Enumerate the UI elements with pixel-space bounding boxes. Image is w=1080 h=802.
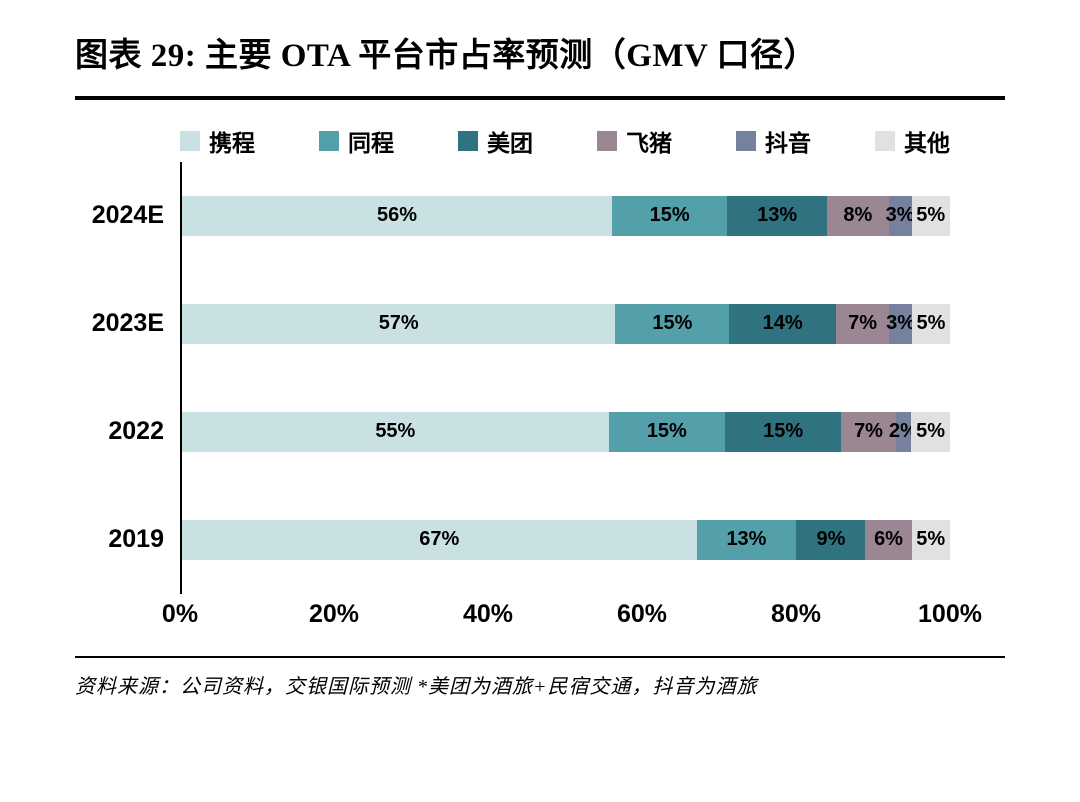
stacked-bar: 57% 15% 14% 7% 3% 5% bbox=[182, 303, 950, 344]
segment-value: 5% bbox=[916, 420, 946, 443]
bar-segment: 9% bbox=[796, 519, 866, 560]
bar-track: 57% 15% 14% 7% 3% 5% bbox=[180, 269, 950, 378]
legend-item: 其他 bbox=[875, 124, 950, 158]
segment-value: 55% bbox=[375, 420, 416, 443]
bar-segment: 5% bbox=[911, 519, 950, 560]
footer-divider bbox=[75, 655, 1005, 658]
bar-track: 55% 15% 15% 7% 2% 5% bbox=[180, 377, 950, 486]
x-tick-label: 40% bbox=[462, 599, 514, 628]
stacked-bar: 55% 15% 15% 7% 2% 5% bbox=[182, 411, 950, 452]
segment-value: 5% bbox=[916, 528, 946, 551]
legend-item: 同程 bbox=[319, 124, 394, 158]
bar-segment: 13% bbox=[696, 519, 797, 560]
legend-swatch bbox=[458, 130, 478, 151]
segment-value: 67% bbox=[419, 528, 460, 551]
bar-segment: 15% bbox=[615, 303, 730, 344]
segment-value: 57% bbox=[378, 312, 419, 335]
category-label: 2024E bbox=[91, 201, 164, 230]
legend-swatch bbox=[875, 130, 895, 151]
segment-value: 3% bbox=[886, 312, 915, 335]
segment-value: 15% bbox=[763, 420, 804, 443]
stacked-bar: 67% 13% 9% 6% 5% bbox=[182, 519, 950, 560]
legend-item: 美团 bbox=[458, 124, 533, 158]
stacked-bar: 56% 15% 13% 8% 3% 5% bbox=[182, 195, 950, 236]
chart-figure: 图表 29: 主要 OTA 平台市占率预测（GMV 口径） 携程 同程 美团 飞猪 抖音… bbox=[75, 38, 1005, 698]
bar-segment: 8% bbox=[827, 195, 889, 236]
segment-value: 7% bbox=[854, 420, 883, 443]
segment-value: 5% bbox=[916, 204, 946, 227]
chart-title: 图表 29: 主要 OTA 平台市占率预测（GMV 口径） bbox=[75, 38, 818, 74]
bar-segment: 15% bbox=[725, 411, 842, 452]
x-tick-label: 0% bbox=[161, 599, 199, 628]
bar-track: 67% 13% 9% 6% 5% bbox=[180, 485, 950, 594]
bar-segment: 3% bbox=[885, 195, 915, 236]
legend-label: 其他 bbox=[904, 130, 950, 156]
segment-value: 7% bbox=[848, 312, 877, 335]
stacked-bar-chart: 2024E 56% 15% 13% 8% 3% 5% 2023E 57% 15% 14% 7% 3% 5%… bbox=[75, 161, 950, 594]
segment-value: 15% bbox=[652, 312, 693, 335]
title-underline bbox=[75, 95, 1005, 100]
bar-segment: 14% bbox=[729, 303, 836, 344]
segment-value: 56% bbox=[377, 204, 418, 227]
legend-swatch bbox=[319, 130, 339, 151]
bar-track: 56% 15% 13% 8% 3% 5% bbox=[180, 161, 950, 270]
legend-swatch bbox=[180, 130, 200, 151]
segment-value: 2% bbox=[888, 420, 918, 443]
segment-value: 13% bbox=[726, 528, 767, 551]
bar-segment: 57% bbox=[182, 303, 616, 344]
bar-segment: 5% bbox=[911, 303, 950, 344]
bar-row: 2024E 56% 15% 13% 8% 3% 5% bbox=[75, 161, 950, 270]
legend-item: 携程 bbox=[180, 124, 255, 158]
source-note: 资料来源：公司资料，交银国际预测 *美团为酒旅+民宿交通，抖音为酒旅 bbox=[75, 675, 758, 698]
x-tick-label: 100% bbox=[918, 599, 982, 628]
segment-value: 8% bbox=[843, 204, 873, 227]
segment-value: 13% bbox=[757, 204, 798, 227]
chart-area: 携程 同程 美团 飞猪 抖音 其他 2024E 56% 15% 13% 8% 3% 5% 2023E 57… bbox=[75, 124, 982, 634]
bar-segment: 56% bbox=[182, 195, 613, 236]
bar-row: 2019 67% 13% 9% 6% 5% bbox=[75, 485, 950, 594]
bar-segment: 55% bbox=[182, 411, 609, 452]
legend-label: 抖音 bbox=[765, 130, 811, 156]
x-axis: 0% 20% 40% 60% 80% 100% bbox=[75, 598, 982, 634]
category-label: 2023E bbox=[91, 309, 164, 338]
bar-segment: 67% bbox=[182, 519, 697, 560]
legend-item: 飞猪 bbox=[597, 124, 672, 158]
legend-item: 抖音 bbox=[736, 124, 811, 158]
x-tick-label: 60% bbox=[616, 599, 668, 628]
segment-value: 15% bbox=[646, 420, 687, 443]
bar-segment: 7% bbox=[841, 411, 896, 452]
bar-segment: 5% bbox=[911, 411, 950, 452]
bar-segment: 3% bbox=[886, 303, 915, 344]
bar-segment: 5% bbox=[911, 195, 950, 236]
bar-segment: 15% bbox=[608, 411, 726, 452]
x-tick-label: 20% bbox=[308, 599, 360, 628]
chart-legend: 携程 同程 美团 飞猪 抖音 其他 bbox=[180, 124, 950, 158]
bar-segment: 6% bbox=[865, 519, 912, 560]
bar-row: 2022 55% 15% 15% 7% 2% 5% bbox=[75, 377, 950, 486]
legend-label: 同程 bbox=[348, 130, 394, 156]
bar-segment: 2% bbox=[889, 411, 918, 452]
bar-segment: 15% bbox=[612, 195, 728, 236]
legend-swatch bbox=[736, 130, 756, 151]
category-label: 2019 bbox=[108, 525, 164, 554]
bar-row: 2023E 57% 15% 14% 7% 3% 5% bbox=[75, 269, 950, 378]
x-tick-label: 80% bbox=[770, 599, 822, 628]
legend-label: 美团 bbox=[487, 130, 533, 156]
bar-segment: 13% bbox=[727, 195, 828, 236]
legend-swatch bbox=[597, 130, 617, 151]
category-label: 2022 bbox=[108, 417, 164, 446]
segment-value: 3% bbox=[885, 204, 915, 227]
segment-value: 5% bbox=[916, 312, 946, 335]
legend-label: 飞猪 bbox=[626, 130, 672, 156]
x-axis-track: 0% 20% 40% 60% 80% 100% bbox=[162, 598, 982, 634]
segment-value: 6% bbox=[874, 528, 903, 551]
segment-value: 15% bbox=[649, 204, 690, 227]
segment-value: 14% bbox=[762, 312, 803, 335]
bar-segment: 7% bbox=[835, 303, 890, 344]
segment-value: 9% bbox=[816, 528, 846, 551]
legend-label: 携程 bbox=[209, 130, 255, 156]
